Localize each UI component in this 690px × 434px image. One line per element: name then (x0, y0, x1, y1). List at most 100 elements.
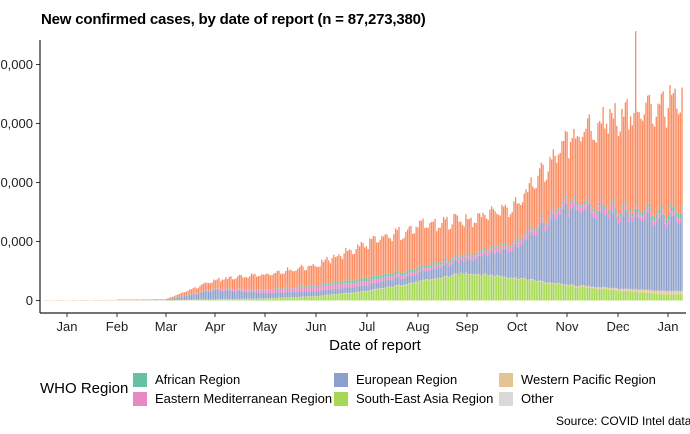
bar-segment-region-of-the-americas (631, 125, 633, 213)
bar-segment-european-region (259, 292, 261, 299)
bar-segment-western-pacific-region (636, 289, 639, 293)
bar-segment-eastern-mediterranean-region (523, 234, 525, 240)
bar-segment-european-region (379, 282, 381, 289)
bar-segment-african-region (573, 196, 575, 199)
bar-segment-south-east-asia-region (484, 273, 486, 301)
bar-segment-african-region (252, 288, 254, 290)
bar-segment-region-of-the-americas (403, 237, 405, 273)
bar-segment-eastern-mediterranean-region (226, 289, 229, 291)
bar-segment-eastern-mediterranean-region (513, 241, 515, 247)
bar-segment-european-region (202, 291, 205, 300)
bar-segment-western-pacific-region (398, 284, 400, 285)
bar-segment-region-of-the-americas (316, 266, 318, 285)
x-tick-label: Nov (555, 319, 579, 334)
bar-segment-south-east-asia-region (655, 293, 657, 301)
bar-segment-south-east-asia-region (295, 297, 297, 301)
bar-segment-south-east-asia-region (209, 299, 212, 301)
bar-segment-european-region (595, 219, 597, 288)
bar-segment-western-pacific-region (408, 283, 410, 284)
bar-segment-eastern-mediterranean-region (477, 252, 479, 256)
bar-segment-south-east-asia-region (413, 283, 416, 301)
y-tick-label: 0,000 (0, 234, 33, 249)
bar-segment-african-region (322, 283, 325, 286)
bar-segment-eastern-mediterranean-region (413, 272, 416, 276)
legend: WHO Region African Region European Region… (0, 368, 690, 413)
bar-segment-eastern-mediterranean-region (557, 209, 560, 216)
bar-segment-western-pacific-region (117, 299, 119, 301)
bar-segment-region-of-the-americas (256, 276, 258, 290)
bar-segment-south-east-asia-region (304, 297, 306, 301)
bar-segment-south-east-asia-region (280, 298, 282, 301)
bar-segment-european-region (389, 279, 392, 287)
bar-segment-african-region (362, 278, 364, 282)
bar-segment-western-pacific-region (641, 289, 644, 293)
bar-segment-western-pacific-region (597, 287, 599, 289)
bar-segment-african-region (441, 261, 443, 265)
bar-segment-african-region (449, 260, 452, 263)
bar-segment-western-pacific-region (633, 289, 635, 293)
bar-segment-region-of-the-americas (583, 131, 585, 202)
bar-segment-region-of-the-americas (292, 271, 294, 288)
bar-segment-south-east-asia-region (334, 294, 337, 301)
bar-segment-western-pacific-region (489, 275, 491, 276)
bar-segment-african-region (290, 287, 292, 289)
bar-segment-european-region (235, 291, 237, 300)
bar-segment-african-region (660, 205, 663, 210)
bar-segment-european-region (189, 294, 191, 300)
bar-segment-european-region (276, 292, 278, 298)
bar-segment-european-region (192, 294, 194, 300)
bar-segment-region-of-the-americas (388, 237, 390, 274)
bar-segment-south-east-asia-region (461, 273, 464, 301)
bar-segment-south-east-asia-region (451, 275, 453, 301)
bar-segment-african-region (250, 288, 253, 290)
bar-segment-european-region (468, 259, 470, 275)
bar-segment-eastern-mediterranean-region (482, 251, 484, 256)
bar-segment-african-region (271, 289, 273, 290)
bar-segment-european-region (578, 210, 580, 287)
bar-segment-european-region (405, 277, 407, 285)
bar-segment-european-region (629, 216, 632, 289)
bar-segment-european-region (453, 260, 455, 274)
bar-segment-region-of-the-americas (405, 231, 407, 272)
bar-segment-european-region (261, 292, 263, 299)
bar-segment-region-of-the-americas (370, 238, 373, 277)
bar-segment-south-east-asia-region (341, 294, 344, 301)
bar-segment-south-east-asia-region (408, 283, 410, 301)
bar-segment-region-of-the-americas (662, 91, 664, 206)
bar-segment-european-region (182, 296, 184, 300)
bar-segment-south-east-asia-region (588, 287, 591, 301)
bar-segment-region-of-the-americas (679, 112, 681, 214)
bar-segment-african-region (576, 201, 579, 205)
bar-segment-south-east-asia-region (583, 286, 585, 301)
bar-segment-western-pacific-region (485, 274, 488, 276)
bar-segment-western-pacific-region (405, 284, 407, 286)
bar-segment-european-region (269, 293, 272, 299)
bar-segment-eastern-mediterranean-region (305, 287, 308, 292)
bar-segment-south-east-asia-region (671, 294, 673, 301)
bar-segment-european-region (660, 214, 663, 291)
bar-segment-south-east-asia-region (643, 292, 645, 301)
bar-segment-eastern-mediterranean-region (648, 207, 651, 213)
bar-segment-african-region (463, 256, 465, 259)
bar-segment-region-of-the-americas (533, 188, 536, 229)
bar-segment-region-of-the-americas (250, 273, 253, 289)
bar-segment-european-region (329, 290, 332, 295)
bar-segment-south-east-asia-region (243, 299, 246, 301)
bar-segment-eastern-mediterranean-region (525, 233, 527, 239)
bar-segment-south-east-asia-region (617, 290, 620, 301)
bar-segment-eastern-mediterranean-region (569, 203, 572, 209)
bar-segment-eastern-mediterranean-region (334, 284, 337, 290)
bar-segment-region-of-the-americas (393, 233, 395, 274)
bar-segment-western-pacific-region (427, 279, 429, 281)
bar-segment-african-region (446, 258, 448, 261)
bar-segment-western-pacific-region (115, 299, 117, 301)
bar-segment-western-pacific-region (406, 284, 409, 285)
bar-segment-western-pacific-region (360, 291, 362, 292)
bar-segment-region-of-the-americas (489, 209, 491, 248)
bar-segment-region-of-the-americas (230, 276, 232, 289)
bar-segment-western-pacific-region (623, 289, 625, 292)
bar-segment-eastern-mediterranean-region (358, 282, 361, 287)
bar-segment-eastern-mediterranean-region (559, 208, 561, 215)
bar-segment-western-pacific-region (611, 288, 613, 290)
bar-segment-region-of-the-americas (298, 267, 301, 287)
